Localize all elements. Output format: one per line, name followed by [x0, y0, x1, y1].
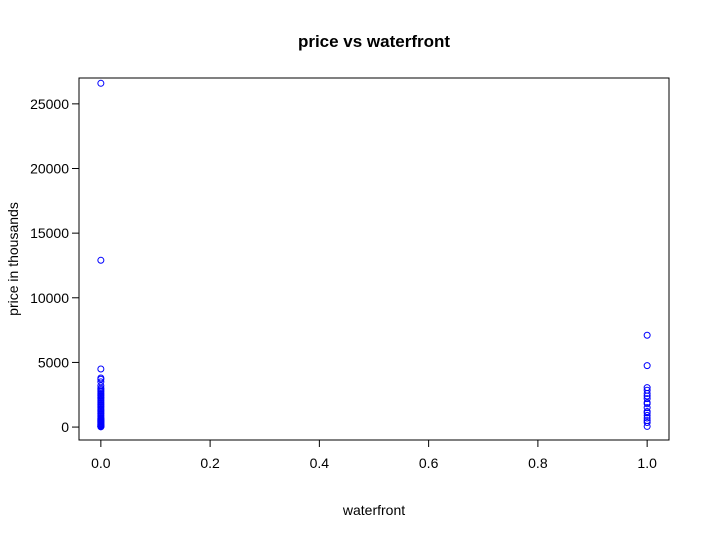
- data-point: [643, 419, 651, 427]
- y-tick-label: 15000: [30, 225, 69, 241]
- x-tick-label: 0.2: [200, 455, 220, 471]
- y-tick-label: 20000: [30, 161, 69, 177]
- y-tick-label: 10000: [30, 290, 69, 306]
- y-tick-label: 0: [61, 419, 69, 435]
- x-axis-label: waterfront: [342, 502, 405, 518]
- data-point: [97, 256, 105, 264]
- y-tick-label: 25000: [30, 96, 69, 112]
- plot-frame: [78, 77, 670, 441]
- y-tick-label: 5000: [38, 354, 69, 370]
- data-point: [643, 409, 651, 417]
- data-point: [643, 404, 651, 412]
- data-point: [97, 423, 105, 431]
- data-points: [97, 79, 651, 431]
- data-point: [643, 414, 651, 422]
- x-axis: 0.0 0.2 0.4 0.6 0.8 1.0: [91, 439, 657, 471]
- y-axis: 0 5000 10000 15000 20000 25000: [30, 96, 80, 435]
- x-tick-label: 0.4: [310, 455, 330, 471]
- x-tick-label: 0.0: [91, 455, 111, 471]
- x-tick-label: 0.6: [419, 455, 439, 471]
- data-point: [643, 362, 651, 370]
- data-point: [643, 395, 651, 403]
- x-tick-label: 0.8: [528, 455, 548, 471]
- data-point: [643, 331, 651, 339]
- chart-title: price vs waterfront: [298, 32, 450, 51]
- data-point: [643, 389, 651, 397]
- y-axis-label: price in thousands: [5, 202, 21, 316]
- data-point: [97, 79, 105, 87]
- data-point: [643, 411, 651, 419]
- x-tick-label: 1.0: [637, 455, 657, 471]
- data-point: [643, 422, 651, 430]
- data-point: [643, 400, 651, 408]
- data-point: [97, 365, 105, 373]
